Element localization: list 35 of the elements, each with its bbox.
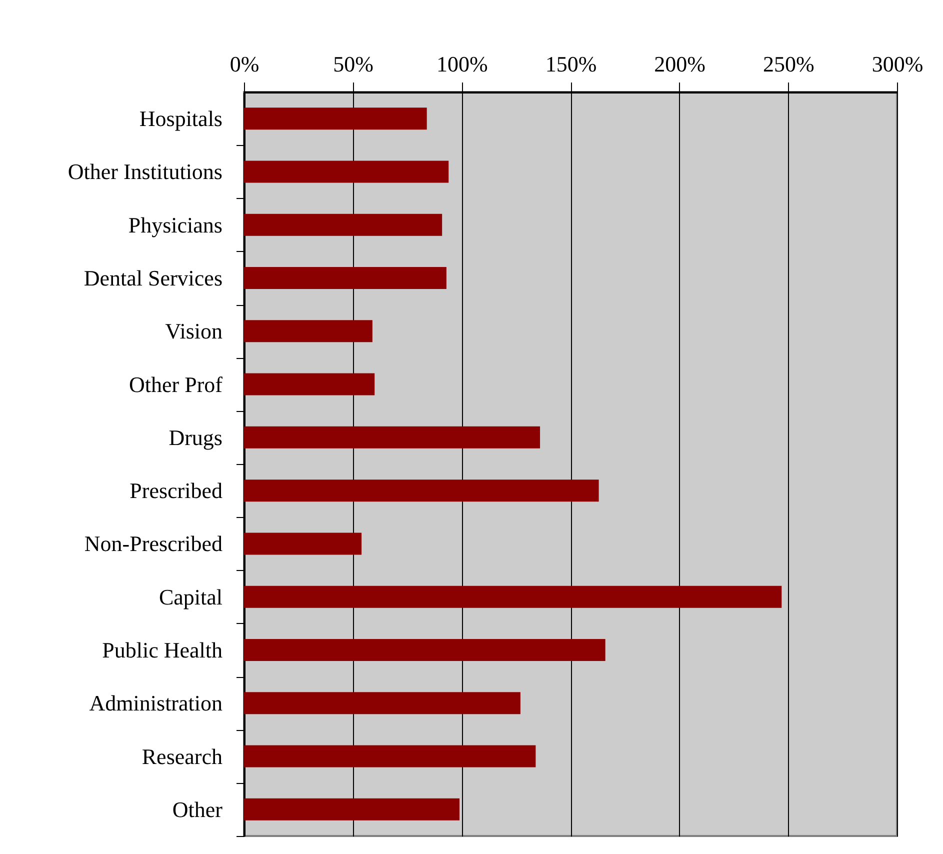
y-tick-label: Physicians [128,212,222,238]
y-tick-label: Administration [89,690,222,716]
bar [244,426,540,448]
y-tick-label: Hospitals [139,106,222,132]
y-tick-label: Drugs [168,424,222,450]
x-tick-label: 0% [230,52,260,76]
bar [244,267,446,289]
bar [244,798,460,820]
x-tick-label: 250% [763,52,814,76]
bar [244,639,606,661]
y-tick-label: Vision [165,318,222,344]
y-tick-label: Dental Services [84,266,222,290]
x-tick-label: 200% [654,52,706,76]
x-tick-label: 150% [545,52,597,76]
bar [244,160,449,183]
bar [244,586,782,608]
bar [244,320,372,342]
bar [244,108,427,130]
y-tick-label: Non-Prescribed [84,531,222,556]
y-tick-label: Prescribed [130,478,222,504]
bar [244,480,599,502]
y-tick-label: Other Prof [129,372,224,397]
bar [244,692,520,714]
x-tick-label: 100% [436,52,488,76]
y-tick-label: Research [142,744,222,769]
x-tick-label: 50% [333,52,374,76]
bar [244,373,375,396]
y-tick-label: Other Institutions [68,159,222,184]
bar [244,745,536,768]
y-tick-label: Other [172,796,224,822]
bar [244,532,362,555]
y-tick-label: Capital [158,584,222,610]
bar [244,214,442,236]
x-tick-label: 300% [872,52,924,76]
y-tick-label: Public Health [102,638,222,662]
